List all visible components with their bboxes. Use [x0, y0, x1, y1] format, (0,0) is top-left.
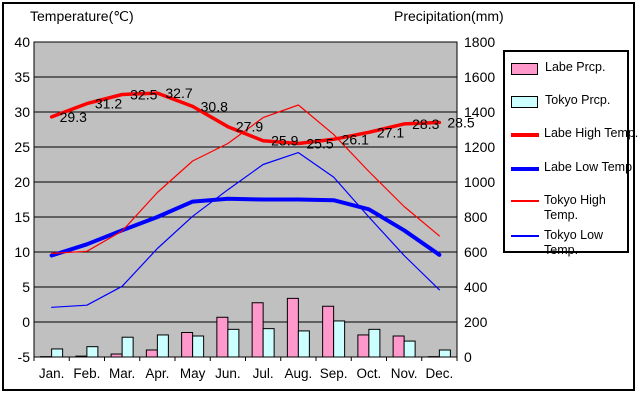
labe-prcp-swatch — [511, 63, 538, 75]
bar — [75, 355, 88, 358]
data-label: 31.2 — [95, 96, 122, 112]
right-tick-label: 1200 — [464, 139, 495, 155]
bar — [227, 328, 240, 358]
bar — [297, 330, 310, 358]
bar — [192, 335, 205, 358]
left-tick-label: 5 — [22, 279, 30, 295]
data-labels: 29.3 31.2 32.5 32.7 30.8 27.9 25.9 25.5 26.1 27.1… — [60, 85, 475, 151]
right-tick-label: 1800 — [464, 34, 495, 50]
month-label: Mar. — [109, 366, 135, 381]
legend-item-tokyo-high-temp: Tokyo High Temp. — [511, 193, 606, 223]
left-tick-label: 10 — [14, 244, 30, 260]
right-axis-title: Precipitation(mm) — [394, 8, 504, 24]
left-tick-label: 20 — [14, 174, 30, 190]
bar — [181, 332, 194, 358]
bar — [51, 348, 64, 358]
data-label: 25.5 — [306, 136, 333, 152]
data-label: 26.1 — [342, 131, 369, 147]
bar — [438, 349, 451, 358]
legend-label: Labe Prcp. — [545, 60, 606, 74]
left-tick-label: -5 — [18, 349, 31, 365]
left-tick-label: 35 — [14, 69, 30, 85]
left-tick-label: 40 — [14, 34, 30, 50]
chart-legend: Labe Prcp. Tokyo Prcp. Labe High Temp. L… — [503, 50, 638, 257]
data-label: 29.3 — [60, 109, 87, 125]
right-tick-label: 1400 — [464, 104, 495, 120]
month-label: Apr. — [145, 366, 169, 381]
labe-high-temp-line-swatch — [511, 133, 539, 137]
right-tick-label: 0 — [464, 349, 472, 365]
legend-label: Tokyo Prcp. — [545, 93, 611, 107]
line-labe-high-temp- — [49, 91, 442, 146]
legend-item-labe-prcp: Labe Prcp. — [511, 60, 605, 75]
line-labe-low-temp- — [49, 196, 442, 258]
bar — [251, 302, 264, 358]
legend-label: Tokyo Low Temp. — [544, 228, 604, 257]
left-tick-label: 30 — [14, 104, 30, 120]
legend-label: Labe High Temp. — [544, 126, 639, 140]
legend-item-labe-low-temp: Labe Low Temp. — [511, 160, 636, 175]
month-label: Oct. — [356, 366, 381, 381]
tokyo-low-temp-line-swatch — [511, 235, 539, 237]
legend-label: Labe Low Temp. — [544, 160, 636, 174]
bar — [216, 316, 229, 358]
bar — [262, 328, 275, 358]
right-tick-label: 1600 — [464, 69, 495, 85]
bar — [86, 346, 99, 358]
bar — [368, 328, 381, 358]
month-label: Nov. — [391, 366, 418, 381]
bars-tokyo-prcp- — [51, 320, 451, 358]
month-label: Jul. — [253, 366, 274, 381]
month-label: Dec. — [425, 366, 453, 381]
month-label: Sep. — [320, 366, 348, 381]
bar — [322, 305, 335, 358]
bar — [392, 335, 405, 358]
right-tick-label: 200 — [464, 314, 488, 330]
left-axis-title: Temperature(℃) — [30, 8, 134, 24]
legend-item-labe-high-temp: Labe High Temp. — [511, 126, 638, 141]
bar — [403, 340, 416, 358]
bar — [121, 336, 134, 358]
data-label: 27.9 — [236, 119, 263, 135]
month-label: Jan. — [39, 366, 65, 381]
bar — [145, 349, 158, 358]
legend-item-tokyo-prcp: Tokyo Prcp. — [511, 93, 610, 108]
bar — [357, 334, 370, 358]
tokyo-high-temp-line-swatch — [511, 200, 539, 202]
left-axis-tick-labels: 40 35 30 25 20 15 10 5 0 -5 — [14, 34, 30, 365]
data-label: 32.5 — [130, 87, 157, 103]
month-label: Aug. — [284, 366, 312, 381]
left-tick-label: 25 — [14, 139, 30, 155]
right-tick-label: 800 — [464, 209, 488, 225]
x-axis-month-labels: Jan. Feb. Mar. Apr. May Jun. Jul. Aug. Sep. Oct. N… — [39, 366, 453, 381]
labe-low-temp-line-swatch — [511, 167, 539, 171]
data-label: 30.8 — [201, 98, 228, 114]
data-label: 27.1 — [377, 124, 404, 140]
left-tick-label: 15 — [14, 209, 30, 225]
right-axis-tick-labels: 1800 1600 1400 1200 1000 800 600 400 200 0 — [464, 34, 495, 365]
data-label: 32.7 — [165, 85, 192, 101]
x-axis-ticks — [33, 357, 458, 361]
month-label: Feb. — [73, 366, 100, 381]
legend-label: Tokyo High Temp. — [544, 193, 606, 222]
right-tick-label: 1000 — [464, 174, 495, 190]
line-tokyo-high-temp- — [51, 104, 440, 254]
data-label: 28.3 — [412, 116, 439, 132]
right-tick-label: 600 — [464, 244, 488, 260]
bar — [156, 334, 169, 358]
bar — [286, 297, 299, 358]
data-label: 28.5 — [447, 115, 474, 131]
left-tick-label: 0 — [22, 314, 30, 330]
legend-item-tokyo-low-temp: Tokyo Low Temp. — [511, 228, 603, 258]
bar — [333, 320, 346, 358]
tokyo-prcp-swatch — [511, 96, 538, 108]
bar — [110, 353, 123, 358]
right-tick-label: 400 — [464, 279, 488, 295]
month-label: Jun. — [215, 366, 241, 381]
line-tokyo-low-temp- — [51, 152, 440, 308]
month-label: May — [180, 366, 206, 381]
data-label: 25.9 — [271, 133, 298, 149]
